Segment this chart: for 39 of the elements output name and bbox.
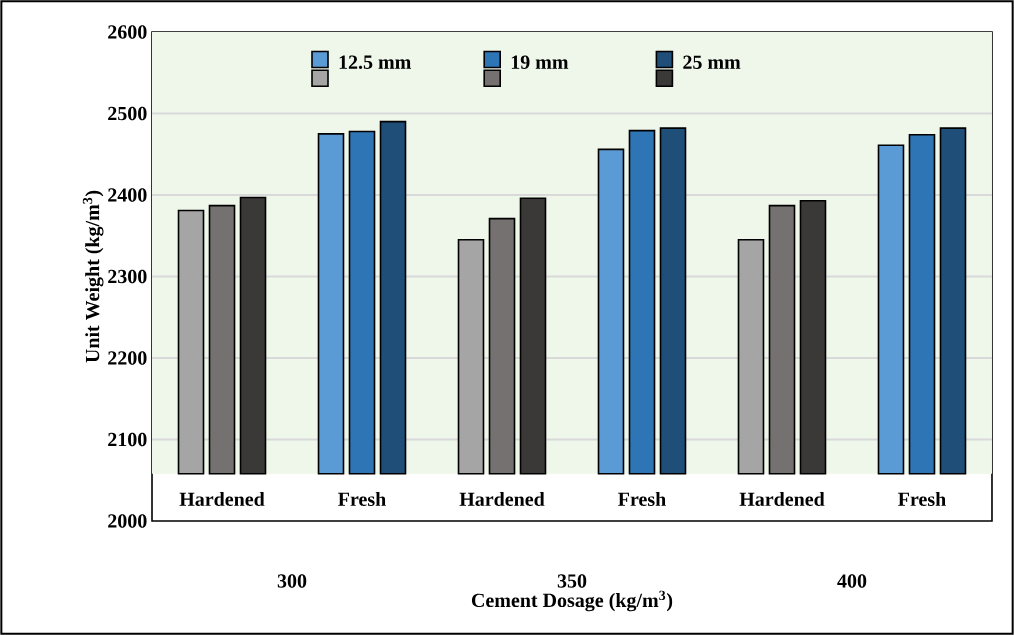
x-tick-label: Hardened <box>179 491 265 507</box>
legend-label: 19 mm <box>511 55 569 69</box>
bar <box>379 120 407 475</box>
bar <box>628 129 656 475</box>
x-tick-label: Hardened <box>739 491 825 507</box>
text: 350 <box>557 574 587 588</box>
y-tick-label: 2200 <box>108 351 147 365</box>
bar <box>799 199 827 475</box>
bar <box>317 133 345 475</box>
y-tick-label: 2400 <box>108 188 147 202</box>
bar <box>597 148 625 475</box>
bar <box>737 239 765 475</box>
bar <box>768 204 796 475</box>
bar <box>348 130 376 475</box>
bar <box>177 209 205 475</box>
bar <box>659 127 687 475</box>
y-tick-label: 2000 <box>108 514 147 528</box>
bar <box>488 217 516 475</box>
x-tick-label: Fresh <box>338 491 386 507</box>
bar <box>457 239 485 475</box>
bar <box>208 204 236 475</box>
bar <box>877 144 905 475</box>
bar <box>939 127 967 475</box>
bar <box>908 133 936 475</box>
x-tick-label: Fresh <box>898 491 946 507</box>
y-axis-title: Unit Weight (kg/m$^{3}$) <box>82 190 104 363</box>
y-tick-label: 2600 <box>108 25 147 39</box>
y-tick-label: 2500 <box>108 106 147 121</box>
bar <box>519 197 547 475</box>
legend-label: 25 mm <box>683 55 741 69</box>
text: 300 <box>277 574 307 588</box>
x-tick-label: Hardened <box>459 491 545 507</box>
x-axis-title: Cement Dosage (kg/m$^{3}$) <box>471 590 673 612</box>
text: 400 <box>837 574 867 588</box>
bar <box>239 196 267 475</box>
x-tick-label: Fresh <box>618 491 666 507</box>
y-tick-label: 2100 <box>108 432 147 447</box>
legend-label: 12.5 mm <box>339 55 411 70</box>
y-tick-label: 2300 <box>108 269 147 284</box>
